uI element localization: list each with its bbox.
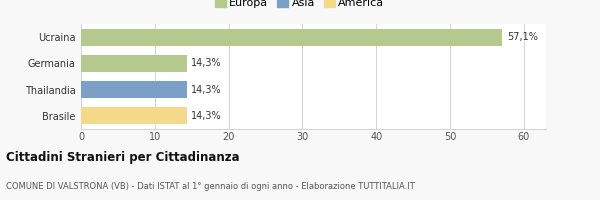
- Bar: [81, 107, 187, 124]
- Text: 57,1%: 57,1%: [507, 32, 538, 42]
- Text: 14,3%: 14,3%: [191, 111, 221, 121]
- Bar: [81, 81, 187, 98]
- Text: COMUNE DI VALSTRONA (VB) - Dati ISTAT al 1° gennaio di ogni anno - Elaborazione : COMUNE DI VALSTRONA (VB) - Dati ISTAT al…: [6, 182, 415, 191]
- Text: Cittadini Stranieri per Cittadinanza: Cittadini Stranieri per Cittadinanza: [6, 151, 239, 164]
- Bar: [81, 29, 502, 46]
- Text: 14,3%: 14,3%: [191, 85, 221, 95]
- Legend: Europa, Asia, America: Europa, Asia, America: [215, 0, 385, 8]
- Bar: [81, 55, 187, 72]
- Text: 14,3%: 14,3%: [191, 58, 221, 68]
